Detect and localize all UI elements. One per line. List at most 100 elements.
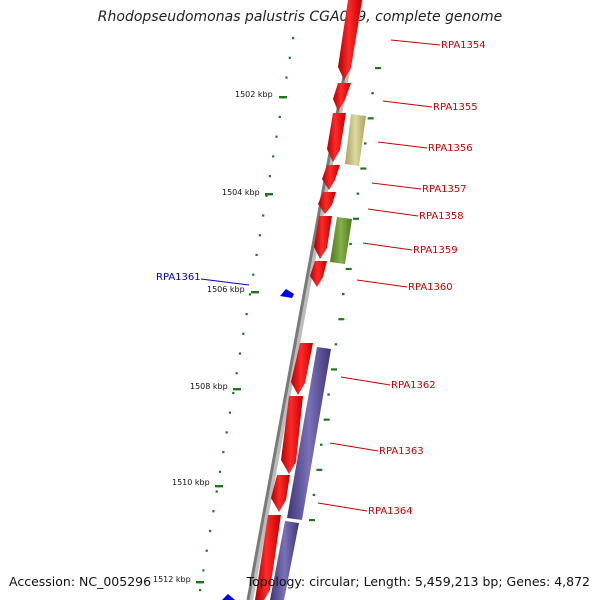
gene-feature-rpa1358[interactable]: [318, 192, 336, 214]
label-leaders: [200, 39, 441, 512]
accession-text: Accession: NC_005296: [9, 574, 152, 589]
outer-dot: [360, 167, 367, 170]
leader-rpa1356: [377, 141, 428, 149]
major-tick: [279, 96, 287, 99]
leader-rpa1362: [340, 376, 391, 386]
outer-dot: [356, 192, 360, 195]
outer-dot: [309, 519, 315, 522]
gene-feature-rpa1356-yellow[interactable]: [345, 114, 366, 166]
scale-dot: [215, 490, 218, 493]
scale-dot: [292, 37, 295, 40]
kbp-label-1512: 1512 kbp: [153, 575, 191, 584]
scale-dots: [199, 37, 295, 592]
scale-dot: [285, 76, 288, 79]
gene-feature-bottom-blue[interactable]: [222, 594, 235, 600]
outer-dot: [375, 67, 381, 70]
outer-dot: [345, 267, 352, 271]
scale-dot: [275, 135, 278, 138]
scale-dot: [272, 155, 275, 158]
gene-feature-rpa1360[interactable]: [310, 261, 327, 287]
scale-dot: [212, 510, 215, 513]
major-ticks: [196, 96, 287, 584]
gene-label-rpa1363: RPA1363: [379, 446, 424, 457]
outer-dot: [323, 418, 330, 421]
major-tick: [196, 581, 204, 584]
outer-dot: [371, 92, 374, 95]
kbp-label-1502: 1502 kbp: [235, 90, 273, 99]
scale-dot: [288, 56, 291, 59]
map-title: Rhodopseudomonas palustris CGA009, compl…: [97, 9, 503, 25]
leader-rpa1357: [371, 182, 422, 190]
major-tick: [215, 485, 223, 488]
gene-label-rpa1361: RPA1361: [156, 272, 201, 283]
scale-dot: [242, 332, 245, 335]
outer-dot: [342, 293, 345, 296]
gene-feature-rpa1357[interactable]: [322, 165, 340, 190]
scale-dot: [225, 431, 228, 434]
outer-dot: [327, 393, 330, 396]
gene-label-rpa1359: RPA1359: [413, 245, 458, 256]
scale-dot: [232, 391, 235, 395]
gene-feature-purple-1[interactable]: [287, 347, 331, 520]
outer-dot: [312, 493, 316, 497]
scale-dot: [218, 470, 222, 473]
gene-label-rpa1360: RPA1360: [408, 282, 453, 293]
outer-dot: [338, 318, 345, 321]
scale-dot: [199, 589, 202, 592]
gene-label-rpa1362: RPA1362: [391, 380, 436, 391]
outer-dot: [353, 217, 359, 220]
leader-rpa1364: [317, 502, 368, 512]
gene-feature-rpa1361[interactable]: [280, 289, 294, 298]
outer-dot: [364, 142, 367, 145]
gene-feature-rpa1364[interactable]: [271, 475, 290, 512]
scale-dot: [278, 115, 281, 119]
gene-label-rpa1357: RPA1357: [422, 184, 467, 195]
scale-dot: [208, 529, 212, 533]
gene-label-rpa1356: RPA1356: [428, 143, 473, 154]
scale-dot: [245, 313, 248, 316]
gene-feature-rpa1356[interactable]: [327, 113, 346, 162]
scale-dot: [222, 451, 225, 454]
outer-dot: [320, 443, 323, 446]
scale-dot: [202, 569, 205, 572]
leader-rpa1359: [362, 242, 413, 251]
kbp-label-1510: 1510 kbp: [172, 478, 210, 487]
gene-feature-rpa1363[interactable]: [281, 396, 303, 474]
gene-feature-rpa1364b[interactable]: [255, 515, 281, 600]
outer-dot: [316, 468, 323, 471]
scale-dot: [235, 372, 238, 375]
scale-dot: [268, 175, 271, 178]
scale-dot: [248, 293, 252, 296]
gene-feature-purple-2[interactable]: [270, 521, 299, 600]
leader-rpa1361: [200, 278, 250, 286]
scale-dot: [265, 194, 268, 197]
kbp-label-1506: 1506 kbp: [207, 285, 245, 294]
gene-label-rpa1358: RPA1358: [419, 211, 464, 222]
scale-dot: [238, 352, 242, 355]
leader-rpa1358: [367, 208, 419, 217]
gene-feature-rpa1359-green[interactable]: [330, 217, 352, 264]
outer-dot: [334, 343, 338, 346]
outer-dot: [367, 117, 374, 120]
major-tick: [251, 291, 259, 294]
outer-dot: [331, 368, 337, 371]
outer-dot: [349, 242, 352, 245]
gene-label-rpa1354: RPA1354: [441, 40, 486, 51]
major-tick: [233, 388, 241, 391]
major-tick: [265, 193, 273, 196]
leader-rpa1354: [390, 39, 441, 46]
outer-ring-dots: [309, 67, 381, 522]
gene-feature-rpa1354[interactable]: [338, 0, 362, 80]
leader-rpa1355: [382, 100, 433, 108]
gene-feature-rpa1362[interactable]: [291, 343, 313, 395]
scale-dot: [205, 549, 208, 552]
gene-label-rpa1364: RPA1364: [368, 506, 413, 517]
scale-dot: [262, 214, 265, 217]
genome-summary-text: Topology: circular; Length: 5,459,213 bp…: [246, 574, 590, 589]
gene-feature-rpa1359[interactable]: [314, 216, 332, 259]
leader-rpa1363: [329, 442, 379, 452]
scale-dot: [252, 273, 255, 276]
gene-feature-rpa1355[interactable]: [333, 83, 351, 111]
gene-label-rpa1355: RPA1355: [433, 102, 478, 113]
